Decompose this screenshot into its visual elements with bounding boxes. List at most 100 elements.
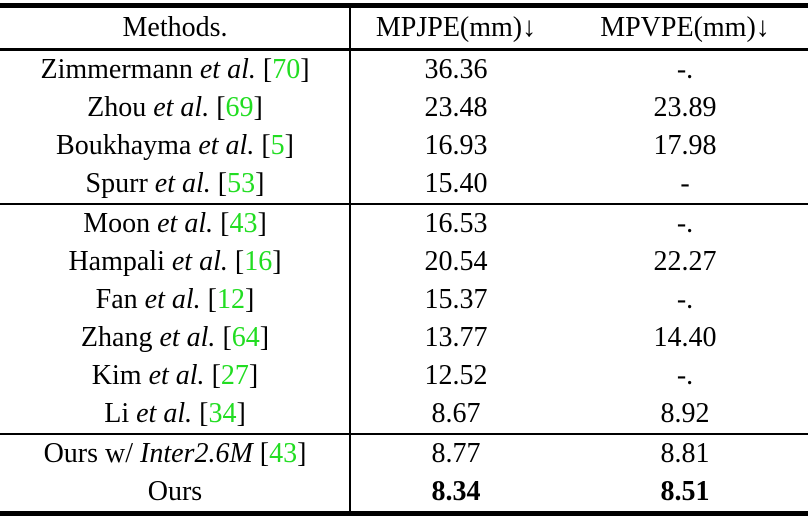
- mpjpe-value: 15.40: [424, 168, 488, 199]
- citation-link[interactable]: 27: [220, 360, 249, 391]
- mpjpe-value: 36.36: [424, 54, 488, 85]
- method-cell: Zhou et al. [69]: [0, 89, 350, 127]
- citation-link[interactable]: 69: [225, 92, 254, 123]
- table-row: Fan et al. [12] 15.37 -.: [0, 281, 808, 319]
- method-text: et al.: [199, 54, 256, 85]
- table-header-row: Methods. MPJPE(mm)↓ MPVPE(mm)↓: [0, 8, 808, 48]
- citation-link[interactable]: 53: [227, 168, 256, 199]
- method-cell: Ours: [0, 473, 350, 511]
- mpjpe-value: 8.67: [431, 398, 481, 429]
- mpvpe-value: 8.51: [660, 476, 710, 507]
- method-text: Li: [104, 398, 137, 429]
- citation-link[interactable]: 5: [270, 130, 285, 161]
- mpvpe-value: 8.81: [660, 438, 710, 469]
- mpjpe-value: 8.77: [431, 438, 481, 469]
- method-text: et al.: [153, 92, 210, 123]
- method-cell: Fan et al. [12]: [0, 281, 350, 319]
- mpvpe-value: -.: [676, 54, 694, 85]
- method-text: [: [227, 246, 245, 277]
- table-row: Boukhayma et al. [5] 16.93 17.98: [0, 127, 808, 165]
- table-row: Kim et al. [27] 12.52 -.: [0, 357, 808, 395]
- method-cell: Ours w/ Inter2.6M [43]: [0, 435, 350, 473]
- citation-link[interactable]: 43: [229, 208, 258, 239]
- table-row: Ours w/ Inter2.6M [43] 8.77 8.81: [0, 435, 808, 473]
- mpjpe-value: 23.48: [424, 92, 488, 123]
- table-body: Zimmermann et al. [70] 36.36 -. Zhou et al.…: [0, 51, 808, 511]
- table-row: Zimmermann et al. [70] 36.36 -.: [0, 51, 808, 89]
- method-text: ]: [236, 398, 246, 429]
- mpjpe-value: 15.37: [424, 284, 488, 315]
- method-text: et al.: [159, 322, 216, 353]
- mpvpe-value: -.: [676, 284, 694, 315]
- citation-link[interactable]: 64: [231, 322, 260, 353]
- table-row: Zhou et al. [69] 23.48 23.89: [0, 89, 808, 127]
- header-mpjpe: MPJPE(mm)↓: [375, 12, 537, 43]
- method-text: et al.: [198, 130, 255, 161]
- table-row: Moon et al. [43] 16.53 -.: [0, 205, 808, 243]
- method-text: [: [192, 398, 209, 429]
- method-text: Hampali: [68, 246, 172, 277]
- method-cell: Li et al. [34]: [0, 395, 350, 433]
- group-divider-rule: [0, 433, 808, 435]
- mpvpe-value: 8.92: [660, 398, 710, 429]
- citation-link[interactable]: 70: [272, 54, 301, 85]
- citation-link[interactable]: 34: [208, 398, 237, 429]
- header-methods: Methods.: [122, 12, 228, 43]
- method-text: ]: [259, 322, 270, 353]
- method-text: Zimmermann: [40, 54, 200, 85]
- method-text: [: [200, 284, 217, 315]
- method-text: et al.: [157, 208, 214, 239]
- header-mpvpe: MPVPE(mm)↓: [600, 12, 770, 43]
- citation-link[interactable]: 43: [269, 438, 298, 469]
- method-text: [: [215, 322, 232, 353]
- method-text: Spurr: [85, 168, 155, 199]
- method-cell: Boukhayma et al. [5]: [0, 127, 350, 165]
- method-text: ]: [248, 360, 259, 391]
- mpjpe-value: 12.52: [424, 360, 488, 391]
- method-text: ]: [300, 54, 310, 85]
- mpvpe-value: 22.27: [653, 246, 717, 277]
- table-row: Hampali et al. [16] 20.54 22.27: [0, 243, 808, 281]
- method-text: Inter2.6M: [140, 438, 253, 469]
- method-text: [: [255, 54, 273, 85]
- mpvpe-value: -: [680, 168, 690, 199]
- mpvpe-value: -.: [676, 360, 694, 391]
- method-text: [: [213, 208, 230, 239]
- method-text: ]: [245, 284, 255, 315]
- method-cell: Zimmermann et al. [70]: [0, 51, 350, 89]
- mpjpe-value: 16.93: [424, 130, 488, 161]
- method-text: Moon: [83, 208, 158, 239]
- table-top-rule: [0, 3, 808, 8]
- method-text: [: [209, 92, 226, 123]
- method-text: et al.: [148, 360, 205, 391]
- method-cell: Kim et al. [27]: [0, 357, 350, 395]
- mpjpe-value: 16.53: [424, 208, 488, 239]
- method-text: ]: [284, 130, 294, 161]
- method-text: Ours w/: [43, 438, 141, 469]
- method-cell: Zhang et al. [64]: [0, 319, 350, 357]
- mpjpe-value: 20.54: [424, 246, 488, 277]
- table-row: Zhang et al. [64] 13.77 14.40: [0, 319, 808, 357]
- method-text: [: [254, 130, 271, 161]
- method-cell: Hampali et al. [16]: [0, 243, 350, 281]
- method-text: Fan: [95, 284, 145, 315]
- citation-link[interactable]: 12: [217, 284, 245, 315]
- method-text: ]: [297, 438, 307, 469]
- table-row: Spurr et al. [53] 15.40 -: [0, 165, 808, 203]
- mpjpe-value: 13.77: [424, 322, 488, 353]
- method-text: Kim: [91, 360, 149, 391]
- method-cell: Moon et al. [43]: [0, 205, 350, 243]
- method-text: [: [210, 168, 228, 199]
- table-row: Ours 8.34 8.51: [0, 473, 808, 511]
- method-text: Ours: [147, 476, 203, 507]
- method-text: ]: [272, 246, 282, 277]
- method-cell: Spurr et al. [53]: [0, 165, 350, 203]
- citation-link[interactable]: 16: [244, 246, 273, 277]
- table-row: Li et al. [34] 8.67 8.92: [0, 395, 808, 433]
- method-text: et al.: [136, 398, 193, 429]
- method-text: Zhou: [87, 92, 154, 123]
- mpvpe-value: 17.98: [653, 130, 717, 161]
- table-bottom-rule: [0, 511, 808, 516]
- method-text: ]: [255, 168, 265, 199]
